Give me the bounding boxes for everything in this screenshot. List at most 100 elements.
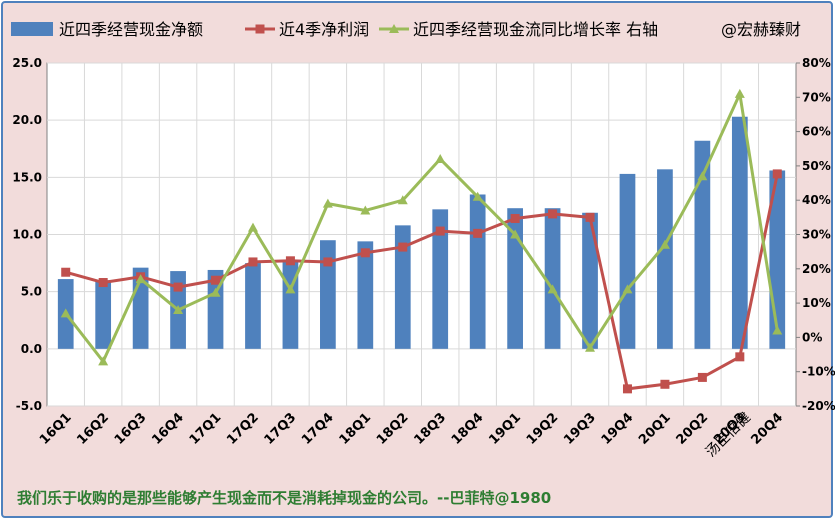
y-right-tick-label: 10%: [802, 296, 831, 310]
data-point: [435, 226, 445, 236]
data-point: [210, 287, 221, 297]
legend-swatch-marker: [389, 24, 399, 33]
y-right-tick-label: 50%: [802, 159, 831, 173]
data-point: [135, 274, 146, 284]
y-right-tick-label: 70%: [802, 90, 831, 104]
legend-extra-label: @宏赫臻财: [721, 20, 801, 39]
x-tick-label: 16Q2: [74, 410, 112, 448]
bar: [657, 169, 673, 349]
data-point: [697, 171, 708, 181]
data-point: [510, 213, 520, 223]
x-tick-label: 16Q1: [37, 410, 75, 448]
y-left-tick-label: -5.0: [16, 399, 42, 413]
data-point: [772, 325, 783, 335]
data-point: [735, 352, 745, 362]
data-point: [659, 239, 670, 249]
bar: [619, 173, 636, 349]
data-point: [360, 248, 370, 258]
y-right-tick-label: 30%: [802, 228, 831, 242]
bar: [507, 208, 523, 349]
data-point: [323, 257, 333, 267]
bar: [245, 263, 261, 349]
data-point: [547, 284, 558, 294]
y-right-tick-label: 0%: [802, 330, 822, 344]
data-point: [548, 209, 558, 219]
data-point: [473, 228, 483, 238]
x-tick-label: 17Q4: [299, 410, 337, 448]
data-point: [60, 308, 71, 318]
x-tick-label: 18Q3: [411, 410, 449, 448]
y-left-tick-label: 10.0: [12, 228, 42, 242]
y-left-tick-label: 25.0: [12, 56, 42, 70]
data-point: [772, 169, 782, 179]
y-right-tick-label: -10%: [802, 365, 835, 379]
bar: [432, 209, 449, 349]
x-tick-label: 17Q3: [262, 410, 300, 448]
x-tick-label: 17Q1: [187, 410, 225, 448]
y-right-tick-label: 60%: [802, 125, 831, 139]
bar: [469, 194, 486, 349]
bar: [394, 225, 411, 349]
legend-swatch-marker: [255, 24, 265, 34]
x-tick-label: 18Q4: [449, 410, 487, 448]
y-right-tick-label: 20%: [802, 262, 831, 276]
bar: [582, 212, 598, 349]
data-point: [322, 198, 333, 208]
bar: [731, 116, 748, 349]
data-point: [397, 195, 408, 205]
data-point: [248, 257, 258, 267]
x-tick-label: 20Q2: [674, 410, 712, 448]
y-left-tick-label: 0.0: [21, 342, 42, 356]
y-left-tick-label: 5.0: [21, 285, 42, 299]
data-point: [173, 282, 183, 292]
series-line: [65, 173, 779, 391]
data-point: [98, 278, 108, 288]
bar: [95, 280, 112, 349]
legend-label: 近四季经营现金净额: [59, 20, 203, 39]
combo-chart: -5.0 0.0 5.0 10.0 15.0 20.0 25.0 -20% -10% 0% 10% 2…: [11, 20, 835, 461]
x-tick-label: 16Q3: [112, 410, 150, 448]
data-point: [285, 256, 295, 266]
data-point: [585, 342, 596, 352]
y-right-tick-label: -20%: [802, 399, 835, 413]
data-point: [472, 191, 483, 201]
bar: [357, 241, 374, 349]
legend-swatch-bar: [11, 22, 53, 36]
x-tick-label: 19Q4: [599, 410, 637, 448]
watermark-label: 汤臣倍健: [703, 410, 754, 461]
data-point: [697, 372, 707, 382]
x-tick-label: 16Q4: [149, 410, 187, 448]
x-tick-label: 17Q2: [224, 410, 262, 448]
data-point: [622, 384, 632, 394]
data-point: [98, 356, 109, 366]
data-point: [734, 88, 745, 98]
bar: [320, 240, 336, 349]
bar: [694, 140, 711, 349]
y-left-tick-label: 20.0: [12, 113, 42, 127]
data-point: [360, 205, 371, 215]
data-point: [585, 212, 595, 222]
data-point: [398, 242, 408, 252]
buffett-quote: 我们乐于收购的是那些能够产生现金而不是消耗掉现金的公司。--巴菲特@1980: [17, 489, 552, 507]
x-tick-label: 19Q3: [561, 410, 599, 448]
y-right-tick-label: 40%: [802, 193, 831, 207]
data-point: [211, 275, 221, 285]
data-point: [510, 229, 521, 239]
data-point: [285, 284, 296, 294]
x-tick-label: 20Q1: [636, 410, 674, 448]
y-left-tick-label: 15.0: [12, 170, 42, 184]
x-tick-label: 18Q1: [337, 410, 375, 448]
x-tick-label: 19Q1: [486, 410, 524, 448]
data-point: [173, 304, 184, 314]
data-point: [622, 284, 633, 294]
data-point: [61, 267, 71, 277]
series-line: [64, 92, 779, 363]
bar: [207, 269, 224, 349]
x-tick-label: 20Q4: [748, 410, 786, 448]
legend-label: 近四季经营现金流同比增长率 右轴: [413, 20, 658, 39]
y-right-tick-label: 80%: [802, 56, 831, 70]
data-point: [247, 222, 258, 232]
data-point: [660, 379, 670, 389]
x-tick-label: 19Q2: [524, 410, 562, 448]
